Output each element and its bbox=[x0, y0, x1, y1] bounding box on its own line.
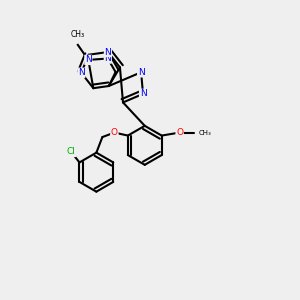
Text: N: N bbox=[78, 68, 85, 77]
Text: N: N bbox=[105, 47, 111, 56]
Text: O: O bbox=[176, 128, 183, 137]
Text: CH₃: CH₃ bbox=[199, 130, 211, 136]
Text: O: O bbox=[111, 128, 118, 137]
Text: Cl: Cl bbox=[67, 147, 76, 156]
Text: N: N bbox=[85, 56, 92, 64]
Text: CH₃: CH₃ bbox=[71, 31, 85, 40]
Text: N: N bbox=[138, 68, 145, 77]
Text: N: N bbox=[104, 54, 111, 63]
Text: N: N bbox=[140, 89, 146, 98]
